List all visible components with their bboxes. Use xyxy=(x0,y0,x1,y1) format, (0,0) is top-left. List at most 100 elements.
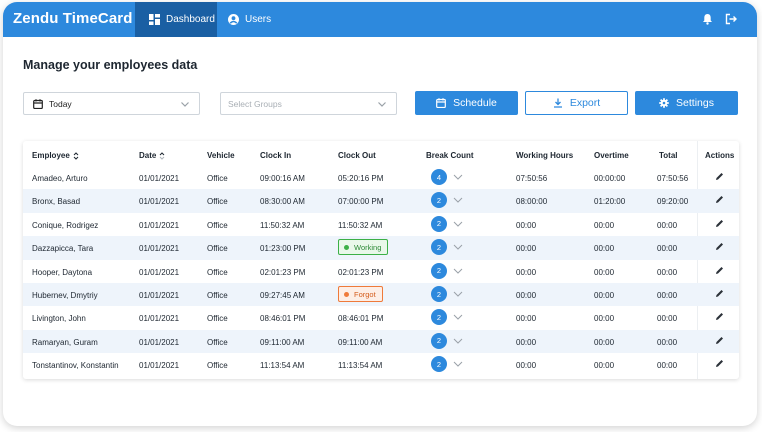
cell-working-hours: 00:00 xyxy=(516,267,537,277)
export-button-label: Export xyxy=(569,97,601,109)
cell-date: 01/01/2021 xyxy=(139,291,180,300)
cell-employee: Tonstantinov, Konstantin xyxy=(32,361,119,371)
status-dot-icon xyxy=(344,291,349,297)
cell-working-hours: 00:00 xyxy=(516,220,537,230)
cell-date: 01/01/2021 xyxy=(139,267,180,277)
cell-date: 01/01/2021 xyxy=(139,220,180,230)
break-count-badge[interactable]: 2 xyxy=(431,356,447,373)
cell-clock-in: 01:23:00 PM xyxy=(260,244,306,254)
cell-total: 00:00 xyxy=(657,337,678,347)
chevron-down-icon[interactable] xyxy=(453,173,463,181)
cell-date: 01/01/2021 xyxy=(139,174,180,183)
edit-icon[interactable] xyxy=(715,219,724,228)
cell-total: 00:00 xyxy=(657,244,678,254)
cell-employee: Conique, Rodrigez xyxy=(32,220,99,230)
status-badge-label: Forgot xyxy=(354,289,376,299)
table-row: Bronx, Basad 01/01/2021 Office 08:30:00 AM 0… xyxy=(23,189,739,213)
cell-total: 00:00 xyxy=(657,361,678,371)
chevron-down-icon[interactable] xyxy=(453,313,463,321)
edit-icon[interactable] xyxy=(715,172,724,181)
settings-button-label: Settings xyxy=(676,97,714,109)
nav-tab-dashboard[interactable]: Dashboard xyxy=(135,2,217,37)
logout-icon[interactable] xyxy=(725,13,737,25)
cell-overtime: 00:00 xyxy=(594,267,615,277)
cell-vehicle: Office xyxy=(207,267,228,277)
gear-icon xyxy=(659,98,669,108)
cell-working-hours: 00:00 xyxy=(516,291,537,300)
break-count-badge[interactable]: 2 xyxy=(431,262,447,279)
edit-icon[interactable] xyxy=(715,312,724,321)
edit-icon[interactable] xyxy=(715,195,724,204)
cell-clock-in: 09:00:16 AM xyxy=(260,174,305,183)
nav-tab-users[interactable]: Users xyxy=(228,2,271,37)
groups-select[interactable]: Select Groups xyxy=(220,92,397,115)
cell-total: 07:50:56 xyxy=(657,174,689,183)
cell-working-hours: 00:00 xyxy=(516,361,537,371)
sort-icon[interactable] xyxy=(73,151,79,160)
cell-date: 01/01/2021 xyxy=(139,314,180,324)
cell-employee: Amadeo, Arturo xyxy=(32,174,88,183)
dashboard-icon xyxy=(149,14,160,25)
cell-clock-in: 09:27:45 AM xyxy=(260,291,305,300)
sort-icon[interactable] xyxy=(159,151,165,160)
cell-date: 01/01/2021 xyxy=(139,361,180,371)
break-count-badge[interactable]: 2 xyxy=(431,215,447,232)
cell-total: 00:00 xyxy=(657,267,678,277)
cell-date: 01/01/2021 xyxy=(139,244,180,254)
employees-table: Employee Date Vehicle Clock In Clock Out… xyxy=(23,141,739,379)
header-date[interactable]: Date xyxy=(139,151,165,160)
bell-icon[interactable] xyxy=(702,13,713,25)
header-overtime: Overtime xyxy=(594,151,629,160)
download-icon xyxy=(553,98,562,108)
cell-overtime: 00:00 xyxy=(594,361,615,371)
status-badge-label: Working xyxy=(354,242,382,252)
chevron-down-icon[interactable] xyxy=(453,220,463,228)
date-select[interactable]: Today xyxy=(23,92,200,115)
edit-icon[interactable] xyxy=(715,289,724,298)
cell-total: 00:00 xyxy=(657,314,678,324)
cell-clock-out: 09:11:00 AM xyxy=(338,337,383,347)
break-count-badge[interactable]: 2 xyxy=(431,192,447,209)
export-button[interactable]: Export xyxy=(525,91,628,115)
chevron-down-icon[interactable] xyxy=(453,243,463,251)
cell-vehicle: Office xyxy=(207,244,228,254)
status-badge: Working xyxy=(338,239,389,256)
schedule-button-label: Schedule xyxy=(453,97,497,109)
calendar-icon xyxy=(33,98,43,109)
chevron-down-icon[interactable] xyxy=(453,337,463,345)
edit-icon[interactable] xyxy=(715,242,724,251)
edit-icon[interactable] xyxy=(715,266,724,275)
cell-clock-in: 09:11:00 AM xyxy=(260,337,305,347)
chevron-down-icon[interactable] xyxy=(453,290,463,298)
cell-clock-out: 11:50:32 AM xyxy=(338,220,383,230)
chevron-down-icon[interactable] xyxy=(453,196,463,204)
cell-working-hours: 08:00:00 xyxy=(516,197,548,207)
header-vehicle: Vehicle xyxy=(207,151,235,160)
chevron-down-icon[interactable] xyxy=(453,267,463,275)
break-count-badge[interactable]: 2 xyxy=(431,332,447,349)
cell-vehicle: Office xyxy=(207,337,228,347)
cell-vehicle: Office xyxy=(207,174,228,183)
header-employee[interactable]: Employee xyxy=(32,151,79,160)
table-row: Tonstantinov, Konstantin 01/01/2021 Office… xyxy=(23,353,739,376)
break-count-badge[interactable]: 2 xyxy=(431,286,447,302)
break-count-badge[interactable]: 2 xyxy=(431,239,447,256)
cell-overtime: 00:00 xyxy=(594,337,615,347)
cell-overtime: 00:00:00 xyxy=(594,174,626,183)
cell-total: 09:20:00 xyxy=(657,197,689,207)
chevron-down-icon xyxy=(181,102,189,107)
break-count-badge[interactable]: 2 xyxy=(431,309,447,326)
header-clock-in: Clock In xyxy=(260,151,292,160)
table-row: Hooper, Daytona 01/01/2021 Office 02:01:23 … xyxy=(23,260,739,283)
break-count-badge[interactable]: 4 xyxy=(431,169,447,185)
settings-button[interactable]: Settings xyxy=(635,91,738,115)
edit-icon[interactable] xyxy=(715,359,724,368)
table-row: Dazzapicca, Tara 01/01/2021 Office 01:23:00… xyxy=(23,236,739,260)
schedule-button[interactable]: Schedule xyxy=(415,91,518,115)
header-break-count: Break Count xyxy=(426,151,474,160)
cell-vehicle: Office xyxy=(207,220,228,230)
cell-overtime: 00:00 xyxy=(594,291,615,300)
chevron-down-icon[interactable] xyxy=(453,360,463,368)
edit-icon[interactable] xyxy=(715,336,724,345)
brand-logo: Zendu TimeCard xyxy=(13,10,133,27)
